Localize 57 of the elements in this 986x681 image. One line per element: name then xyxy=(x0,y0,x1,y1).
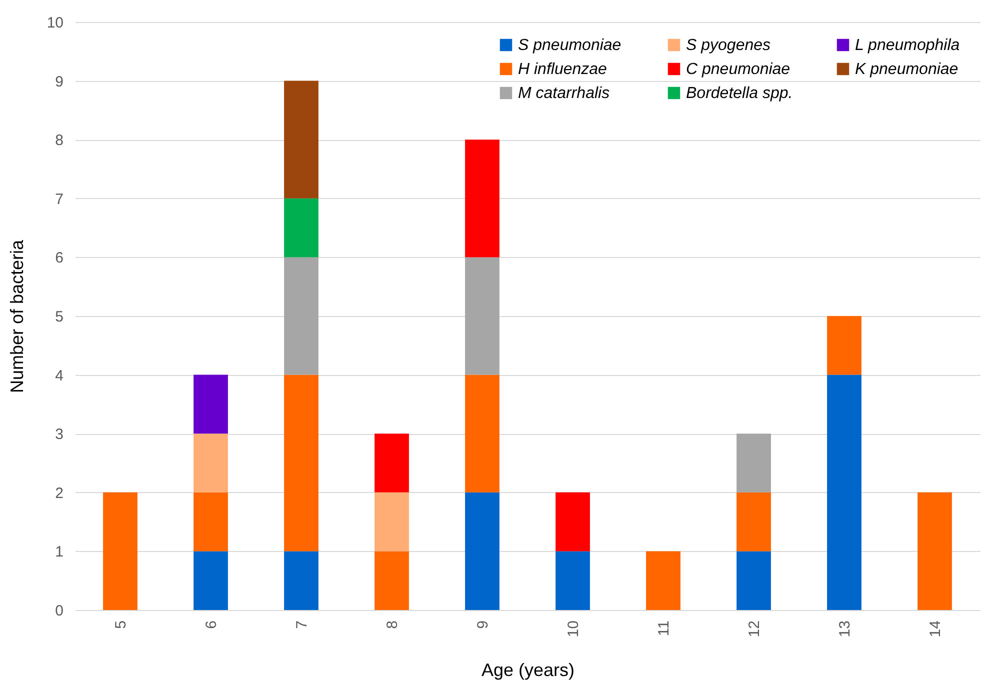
x-tick-label: 9 xyxy=(474,620,492,629)
x-tick-label: 13 xyxy=(836,620,854,638)
y-tick-label: 9 xyxy=(55,73,64,90)
bar xyxy=(827,316,862,375)
x-tick-label: 6 xyxy=(202,620,220,629)
bar xyxy=(736,434,771,492)
bar xyxy=(918,492,952,610)
bar xyxy=(465,492,500,610)
bar xyxy=(284,551,318,610)
x-axis-title: Age (years) xyxy=(481,660,575,680)
y-tick-label: 8 xyxy=(55,132,64,150)
x-tick-label: 10 xyxy=(564,620,582,638)
y-tick-label: 2 xyxy=(55,484,64,502)
y-tick-label: 0 xyxy=(55,602,64,620)
legend-label: Bordetella spp. xyxy=(686,85,793,102)
bar xyxy=(284,257,318,375)
bar xyxy=(827,374,862,610)
x-tick-label: 14 xyxy=(926,620,944,638)
bar xyxy=(194,374,228,434)
bar xyxy=(194,492,228,552)
y-tick-label: 7 xyxy=(55,190,64,208)
bar xyxy=(465,374,500,492)
legend-label: L pneumophila xyxy=(855,37,960,54)
bar xyxy=(284,80,318,198)
x-tick-label: 11 xyxy=(655,620,672,636)
x-tick-label: 5 xyxy=(112,620,130,629)
bar xyxy=(194,551,228,610)
bar xyxy=(194,434,228,492)
x-tick-label: 8 xyxy=(384,620,401,629)
y-tick-label: 6 xyxy=(55,250,64,267)
legend-label: H influenzae xyxy=(518,61,608,78)
bar xyxy=(465,257,500,375)
y-tick-label: 4 xyxy=(55,367,64,384)
x-tick-label: 12 xyxy=(746,620,763,638)
x-tick-label: 7 xyxy=(293,620,310,629)
y-tick-label: 3 xyxy=(55,426,64,444)
legend-label: S pneumoniae xyxy=(518,37,622,54)
bar xyxy=(374,434,409,492)
y-axis-title: Number of bacteria xyxy=(6,238,27,394)
bar xyxy=(465,140,500,258)
bar xyxy=(374,492,409,552)
y-tick-label: 1 xyxy=(55,544,64,561)
legend-label: M catarrhalis xyxy=(518,85,610,102)
legend-label: K pneumoniae xyxy=(855,61,958,78)
bar xyxy=(103,492,138,610)
bar xyxy=(736,492,771,552)
bar xyxy=(556,492,590,552)
bar xyxy=(736,551,771,610)
bar xyxy=(374,551,409,610)
bar xyxy=(284,374,318,552)
bar xyxy=(556,551,590,610)
bar xyxy=(646,551,680,610)
y-tick-label: 10 xyxy=(46,14,64,32)
legend-label: S pyogenes xyxy=(686,37,771,54)
bar xyxy=(284,198,318,258)
y-tick-label: 5 xyxy=(55,308,64,326)
legend-label: C pneumoniae xyxy=(686,61,790,78)
